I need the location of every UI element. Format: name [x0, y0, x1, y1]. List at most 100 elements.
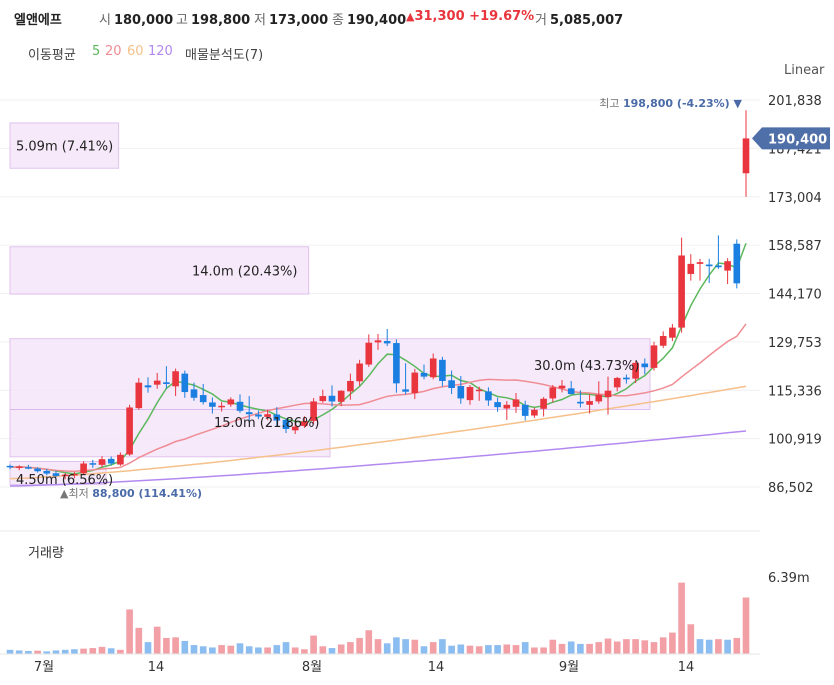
volume-bar-33 [310, 635, 317, 654]
volume-bar-46 [429, 642, 437, 654]
volume-bar-21 [199, 646, 207, 654]
volume-profile-label-0: 4.50m (6.56%) [16, 473, 113, 488]
volume-bar-79 [733, 637, 741, 654]
candle-body-34 [319, 396, 327, 402]
volume-panel-label: 거래량 [28, 546, 64, 561]
candle-body-13 [126, 407, 133, 455]
candlestick-layer [6, 110, 750, 480]
y-tick-label-6: 115,336 [768, 384, 822, 399]
volume-profile-label-1: 15.0m (21.86%) [214, 416, 319, 431]
volume-bar-68 [632, 639, 639, 654]
volume-bar-74 [687, 624, 695, 654]
volume-bar-78 [724, 639, 731, 654]
candle-body-33 [310, 401, 317, 421]
candle-body-67 [623, 377, 630, 380]
volume-bar-10 [98, 646, 106, 654]
volume-total: 거 5,085,007 [535, 13, 624, 28]
ma120-label[interactable]: 120 [148, 44, 173, 59]
ma5-label[interactable]: 5 [92, 44, 101, 59]
y-tick-label-0: 201,838 [768, 94, 822, 109]
volume-bar-17 [163, 637, 170, 654]
ma60-label[interactable]: 60 [127, 44, 144, 59]
candle-body-71 [659, 336, 667, 346]
candle-body-54 [503, 404, 511, 409]
stock-header: 엘앤에프 시 180,000 고 198,800 저 173,000 종 190,400… [0, 0, 834, 36]
volume-bar-22 [209, 647, 216, 654]
candle-body-51 [475, 389, 483, 392]
volume-bar-56 [521, 642, 529, 654]
volume-bar-48 [448, 645, 455, 654]
candle-body-58 [540, 398, 547, 409]
volume-bar-54 [503, 644, 511, 654]
volume-bar-55 [512, 645, 520, 654]
volume-bars-layer [0, 582, 760, 655]
price-change: ▲31,300 +19.67% [406, 9, 535, 24]
volume-bar-38 [356, 637, 363, 654]
candle-body-25 [236, 401, 244, 411]
candle-body-55 [512, 399, 520, 407]
x-tick-label-4: 9월 [559, 660, 579, 675]
volume-bar-51 [475, 646, 483, 654]
candle-body-48 [448, 380, 455, 389]
volume-bar-32 [301, 649, 308, 654]
volume-bar-4 [43, 651, 51, 654]
candle-body-50 [466, 387, 474, 401]
ma20-label[interactable]: 20 [105, 44, 122, 59]
ma20-line [9, 323, 747, 473]
volume-bar-73 [678, 582, 685, 654]
volume-bar-1 [15, 650, 23, 654]
x-tick-label-3: 14 [428, 660, 445, 675]
volume-profile-label[interactable]: 매물분석도(7) [185, 48, 264, 63]
volume-bar-70 [650, 642, 658, 654]
candle-body-60 [558, 385, 566, 389]
candle-body-52 [485, 391, 492, 401]
candle-body-11 [107, 458, 115, 464]
candle-body-57 [531, 409, 538, 416]
volume-bar-20 [190, 645, 198, 654]
ma-label[interactable]: 이동평균 [28, 48, 76, 63]
volume-bar-9 [89, 648, 97, 654]
volume-tick-label: 6.39m [768, 571, 810, 586]
candle-body-28 [264, 414, 271, 417]
open-price: 시 180,000 [99, 13, 174, 28]
volume-bar-57 [531, 647, 538, 654]
x-tick-label-1: 14 [148, 660, 165, 675]
volume-bar-27 [255, 647, 262, 654]
indicator-legend: 이동평균 5 20 60 120 매물분석도(7) Linear [0, 40, 834, 78]
candle-body-37 [347, 380, 354, 392]
volume-bar-3 [34, 650, 41, 654]
volume-bar-53 [494, 645, 501, 654]
candle-body-49 [457, 386, 465, 399]
volume-bar-60 [558, 643, 566, 654]
candle-body-42 [393, 343, 400, 384]
close-price: 종 190,400 [332, 13, 407, 28]
candle-body-23 [218, 405, 225, 408]
candle-body-22 [209, 402, 216, 407]
candle-body-10 [98, 459, 106, 465]
volume-bar-41 [383, 643, 391, 654]
x-tick-label-5: 14 [678, 660, 695, 675]
volume-bar-63 [586, 643, 593, 654]
volume-bar-59 [549, 639, 557, 654]
candle-body-68 [632, 362, 639, 379]
candle-body-63 [586, 401, 593, 405]
volume-bar-28 [264, 647, 271, 654]
low-marker-label: ▲최저 88,800 (114.41%) [60, 487, 202, 500]
volume-bar-14 [135, 627, 143, 654]
volume-bar-40 [374, 639, 382, 654]
scale-mode-toggle[interactable]: Linear [784, 63, 825, 78]
volume-bar-0 [6, 649, 14, 654]
marker-layer: 최고 198,800 (-4.23%) ▼ ▲최저 88,800 (114.41%… [60, 97, 830, 500]
volume-bar-18 [172, 637, 179, 654]
volume-bar-29 [273, 645, 281, 654]
candle-body-61 [567, 388, 575, 395]
volume-bar-45 [420, 646, 428, 654]
high-marker-label: 최고 198,800 (-4.23%) ▼ [599, 97, 742, 110]
candle-body-17 [163, 382, 170, 384]
candle-body-38 [356, 363, 363, 382]
volume-bar-75 [696, 639, 704, 654]
volume-bar-16 [153, 626, 161, 654]
candle-body-73 [678, 255, 685, 328]
volume-bar-13 [126, 609, 133, 654]
